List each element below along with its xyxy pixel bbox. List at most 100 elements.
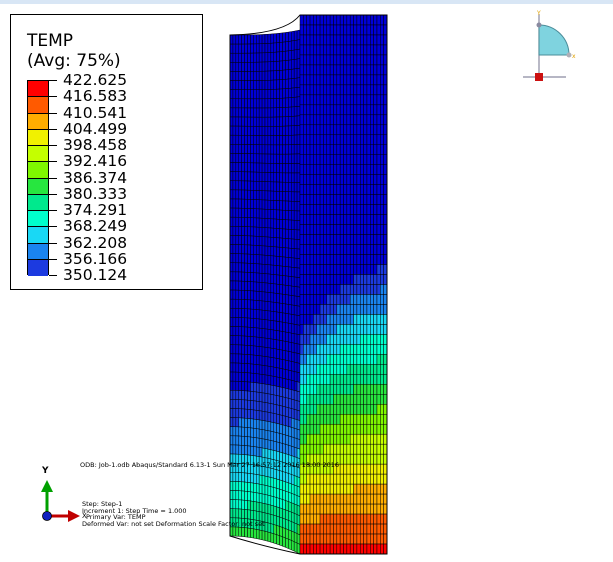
mesh-element bbox=[336, 124, 341, 136]
mesh-element bbox=[349, 184, 354, 195]
mesh-element bbox=[241, 335, 245, 346]
mesh-element bbox=[356, 404, 361, 415]
mesh-element bbox=[373, 334, 378, 345]
mesh-element bbox=[323, 54, 328, 66]
mesh-element bbox=[329, 44, 334, 56]
mesh-element bbox=[356, 144, 361, 155]
mesh-element bbox=[313, 354, 317, 365]
mesh-element bbox=[258, 437, 263, 449]
legend-color-bar bbox=[27, 80, 49, 276]
mesh-element bbox=[282, 303, 286, 314]
mesh-element bbox=[376, 513, 381, 525]
mesh-element bbox=[232, 444, 237, 455]
mesh-element bbox=[276, 395, 280, 406]
mesh-element bbox=[273, 153, 277, 164]
mesh-element bbox=[232, 399, 237, 409]
mesh-element bbox=[329, 54, 334, 66]
mesh-element bbox=[346, 533, 351, 545]
mesh-element bbox=[258, 529, 263, 541]
mesh-element bbox=[343, 44, 348, 56]
mesh-element bbox=[383, 423, 388, 435]
mesh-element bbox=[319, 294, 324, 305]
mesh-element bbox=[383, 194, 388, 205]
mesh-element bbox=[306, 483, 311, 495]
mesh-element bbox=[380, 24, 384, 36]
mesh-element bbox=[306, 174, 311, 185]
mesh-element bbox=[276, 358, 280, 369]
mesh-element bbox=[370, 144, 374, 155]
mesh-element bbox=[253, 217, 257, 228]
mesh-element bbox=[288, 341, 292, 353]
mesh-element bbox=[366, 334, 371, 345]
mesh-element bbox=[282, 471, 286, 483]
mesh-element bbox=[247, 335, 251, 346]
mesh-element bbox=[336, 503, 341, 515]
mesh-element bbox=[313, 533, 317, 545]
mesh-element bbox=[256, 52, 260, 63]
mesh-element bbox=[244, 180, 248, 191]
mesh-element bbox=[261, 392, 266, 403]
mesh-element bbox=[333, 194, 338, 205]
mesh-element bbox=[359, 324, 364, 335]
mesh-element bbox=[293, 68, 298, 79]
mesh-element bbox=[319, 503, 324, 515]
mesh-element bbox=[373, 453, 378, 465]
mesh-element bbox=[329, 324, 334, 335]
mesh-element bbox=[326, 264, 331, 275]
odb-info-line: ODB: Job-1.odb Abaqus/Standard 6.13-1 Su… bbox=[80, 461, 340, 469]
mesh-element bbox=[349, 414, 354, 425]
mesh-element bbox=[293, 437, 298, 449]
mesh-element bbox=[247, 34, 251, 45]
mesh-element bbox=[323, 124, 328, 136]
mesh-element bbox=[313, 74, 317, 86]
mesh-element bbox=[241, 43, 245, 54]
mesh-element bbox=[303, 423, 307, 435]
view-y-point bbox=[536, 22, 542, 28]
mesh-element bbox=[356, 334, 361, 345]
mesh-element bbox=[273, 61, 277, 72]
mesh-element bbox=[356, 224, 361, 235]
mesh-element bbox=[353, 154, 358, 165]
mesh-element bbox=[288, 219, 292, 230]
mesh-element bbox=[356, 254, 361, 265]
mesh-element bbox=[346, 224, 351, 235]
mesh-element bbox=[282, 181, 286, 192]
mesh-element bbox=[326, 503, 331, 515]
mesh-element bbox=[343, 154, 348, 165]
mesh-element bbox=[323, 384, 328, 395]
mesh-element bbox=[250, 281, 254, 292]
mesh-element bbox=[244, 299, 248, 310]
mesh-element bbox=[303, 154, 307, 165]
mesh-element bbox=[293, 399, 298, 411]
mesh-element bbox=[250, 43, 254, 54]
mesh-element bbox=[346, 404, 351, 415]
mesh-element bbox=[293, 408, 298, 421]
mesh-element bbox=[313, 264, 317, 275]
mesh-element bbox=[303, 144, 307, 155]
mesh-element bbox=[244, 445, 248, 456]
mesh-element bbox=[370, 344, 374, 355]
mesh-element bbox=[250, 372, 254, 383]
mesh-element bbox=[366, 74, 371, 86]
legend-tick bbox=[49, 210, 57, 211]
mesh-element bbox=[247, 107, 251, 118]
mesh-element bbox=[306, 304, 311, 315]
mesh-element bbox=[296, 286, 301, 298]
mesh-element bbox=[270, 255, 274, 266]
mesh-element bbox=[370, 483, 374, 495]
mesh-element bbox=[270, 514, 274, 525]
mesh-element bbox=[376, 314, 381, 325]
mesh-element bbox=[296, 39, 301, 50]
mesh-element bbox=[319, 324, 324, 335]
mesh-element bbox=[373, 364, 378, 375]
mesh-element bbox=[373, 94, 378, 106]
mesh-element bbox=[235, 107, 239, 118]
view-orientation-triad[interactable]: Y x bbox=[520, 6, 590, 82]
mesh-element bbox=[346, 344, 351, 355]
mesh-element bbox=[273, 163, 277, 173]
mesh-element bbox=[258, 34, 263, 45]
mesh-element bbox=[306, 84, 311, 96]
mesh-element bbox=[288, 191, 292, 202]
mesh-element bbox=[276, 367, 280, 378]
